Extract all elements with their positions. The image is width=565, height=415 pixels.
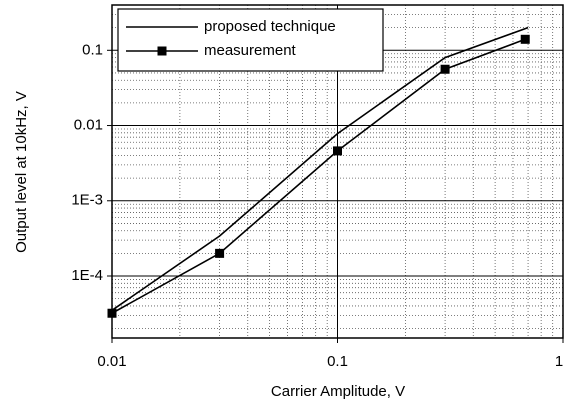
y-tick-label: 1E-4 — [71, 267, 103, 284]
y-tick-label: 1E-3 — [71, 192, 103, 209]
marker — [520, 34, 530, 44]
legend — [117, 8, 384, 72]
marker — [107, 308, 117, 318]
x-tick-label: 0.01 — [97, 353, 126, 370]
y-axis-label: Output level at 10kHz, V — [13, 91, 30, 253]
x-tick-label: 1 — [555, 353, 563, 370]
y-tick-label: 0.1 — [82, 41, 103, 58]
legend-marker — [157, 46, 167, 56]
x-axis-label: Carrier Amplitude, V — [271, 383, 405, 400]
legend-label: proposed technique — [204, 18, 336, 35]
marker — [215, 248, 225, 258]
marker — [333, 146, 342, 156]
x-tick-label: 0.1 — [327, 353, 348, 370]
plot-frame — [111, 4, 564, 339]
y-tick-label: 0.01 — [74, 117, 103, 134]
series-line — [111, 26, 529, 311]
legend-label: measurement — [204, 42, 297, 59]
marker — [440, 64, 450, 74]
